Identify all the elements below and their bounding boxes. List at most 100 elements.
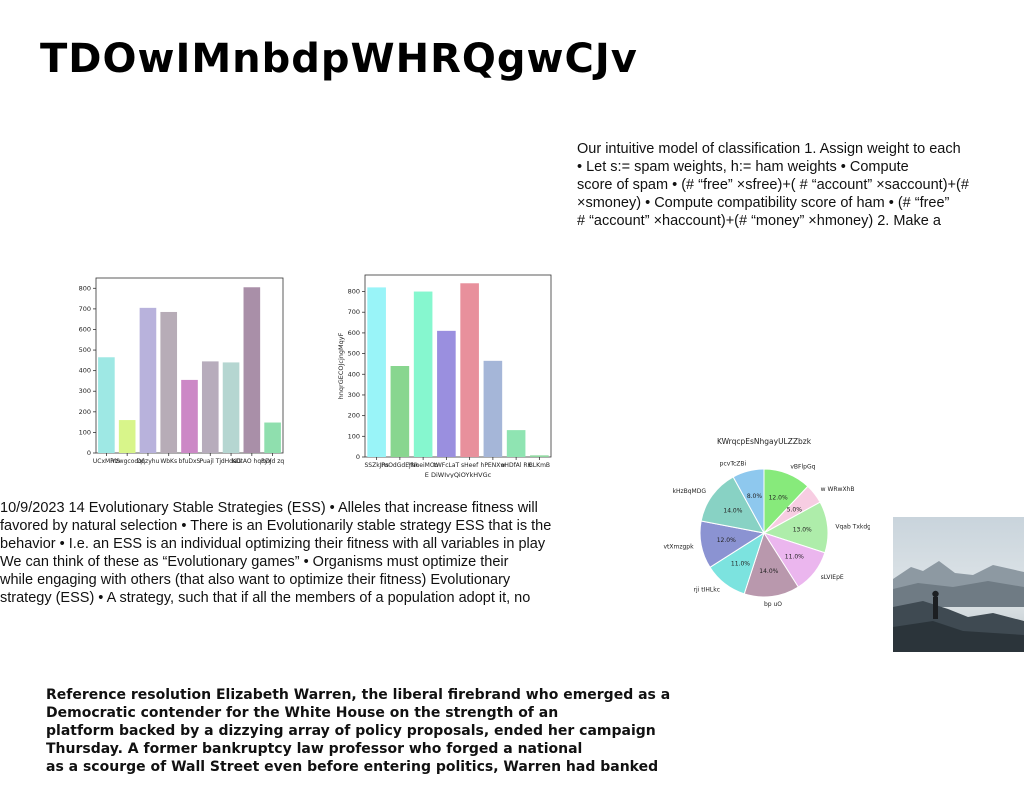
page-title: TDOwIMnbdpWHRQgwCJv [40,36,638,82]
pie-label: vtXmzgpk [663,543,694,550]
y-tick-label: 0 [356,453,360,461]
x-tick-label: tWFcLaT [434,462,460,469]
y-tick-label: 500 [79,346,91,354]
pie-slice [743,531,799,598]
pie-title: KWrqcpEsNhgayULZZbzk [717,437,812,446]
text-line: behavior • I.e. an ESS is an individual … [0,536,546,552]
bar [222,362,240,453]
x-tick-label: BLKmB [529,462,550,469]
pie-pct-label: 5.0% [787,506,803,513]
x-tick-label: PoOdGdEjNk [381,462,419,469]
warren-text: Reference resolution Elizabeth Warren, t… [46,686,670,776]
pie-pct-label: 12.0% [769,494,788,501]
bar [201,361,219,453]
x-tick-label: iYzwgcodqf [110,458,145,465]
pie-pct-label: 12.0% [717,537,736,544]
y-tick-label: 800 [348,288,360,296]
x-tick-label: hPENXw [481,462,506,469]
pie-slice [700,476,765,534]
pie-pct-label: 13.0% [793,526,812,533]
x-tick-label: bfuDxS [179,458,201,465]
pie-label: Vqab Txkdg [835,523,870,530]
pie-label: rji tIHLkc [694,587,720,594]
y-tick-label: 400 [79,367,91,375]
pie-label: vBFlpGq [790,463,815,470]
text-line: favored by natural selection • There is … [0,518,552,534]
text-line: 10/9/2023 14 Evolutionary Stable Strateg… [0,500,538,516]
text-line: platform backed by a dizzying array of p… [46,723,656,739]
x-tick-label: WbKs [160,458,177,465]
x-tick-label: sHeef [461,462,479,469]
pie-slice [732,468,765,534]
x-axis-label: E DiWIvyQiOYkHVGc [425,471,492,478]
x-tick-label: KDtAO hqcyY [232,458,272,465]
ess-text: 10/9/2023 14 Evolutionary Stable Strateg… [0,499,551,607]
y-tick-label: 400 [348,370,360,378]
pie-label: sLVIEpE [821,574,844,581]
bar [437,330,456,457]
classification-text: Our intuitive model of classification 1.… [577,140,969,230]
bar [413,291,433,457]
bar [367,287,386,457]
pie-label: w WRwXhB [821,486,855,493]
y-tick-label: 500 [348,350,360,358]
pie-chart: KWrqcpEsNhgayULZZbzk 12.0% vBFlpGq 5.0% w WR… [663,437,870,608]
y-tick-label: 200 [79,408,91,416]
bar [530,455,549,457]
text-line: We can think of these as “Evolutionary g… [0,554,509,570]
x-tick-label: dHdaG [221,458,242,465]
x-tick-label: UCxMRlS [93,458,120,465]
text-line: • Let s:= spam weights, h:= ham weights … [577,159,909,175]
landscape-photo [893,517,1024,652]
y-axis-label: hnqrGECOJcjngMqyF [337,332,345,399]
text-line: as a scourge of Wall Street even before … [46,759,659,775]
bar [243,287,261,453]
y-tick-label: 600 [79,325,91,333]
y-tick-label: 300 [79,387,91,395]
bar [160,311,178,453]
x-tick-label: Oqzyhu [137,458,160,465]
y-tick-label: 200 [348,412,360,420]
pie-pct-label: 14.0% [759,568,778,575]
bar [98,357,115,453]
pie-label: pcvTcZBi [720,461,747,468]
x-tick-label: YhneiMOo [407,462,439,469]
bar [181,379,198,453]
y-tick-label: 0 [87,449,91,457]
text-line: Our intuitive model of classification 1.… [577,141,961,157]
bar [506,430,526,457]
bar [483,360,503,457]
y-tick-label: 100 [348,432,360,440]
pie-pct-label: 11.0% [785,554,804,561]
pie-pct-label: 8.0% [747,493,763,500]
bar [460,283,479,457]
pie-label: kHzBqMDG [672,488,706,495]
pie-pct-label: 14.0% [723,507,742,514]
pie-label: bp uO [764,601,782,608]
x-tick-label: oHDfAl RK [501,462,533,469]
text-line: Thursday. A former bankruptcy law profes… [46,741,583,757]
text-line: while engaging with others (that also wa… [0,572,511,588]
text-line: ×smoney) • Compute compatibility score o… [577,195,950,211]
x-tick-label: RDJd zq [261,458,284,465]
bar-chart-1: 0 100 200 300 400 500 600 700 800 UCxMRlSiYzwgcod… [79,277,284,465]
y-tick-label: 800 [79,284,91,292]
y-tick-label: 700 [348,308,360,316]
plot-frame [364,274,552,458]
text-line: # “account” ×haccount)+(# “money” ×hmone… [577,213,941,229]
bar [264,422,281,453]
bar-chart-2: 0 100 200 300 400 500 600 700 800 SSZkJRsPoOdGdEj… [337,274,552,478]
bar [118,420,136,453]
x-tick-label: SSZkJRs [364,462,388,469]
y-tick-label: 300 [348,391,360,399]
y-tick-label: 600 [348,329,360,337]
bar [390,366,410,457]
text-line: Democratic contender for the White House… [46,705,559,721]
text-line: Reference resolution Elizabeth Warren, t… [46,687,671,703]
text-line: score of spam • (# “free” ×sfree)+( # “a… [577,177,969,193]
bar [139,307,157,453]
y-tick-label: 700 [79,305,91,313]
text-line: strategy (ESS) • A strategy, such that i… [0,590,531,606]
x-tick-label: Puajl Tj [199,458,221,465]
y-tick-label: 100 [79,428,91,436]
